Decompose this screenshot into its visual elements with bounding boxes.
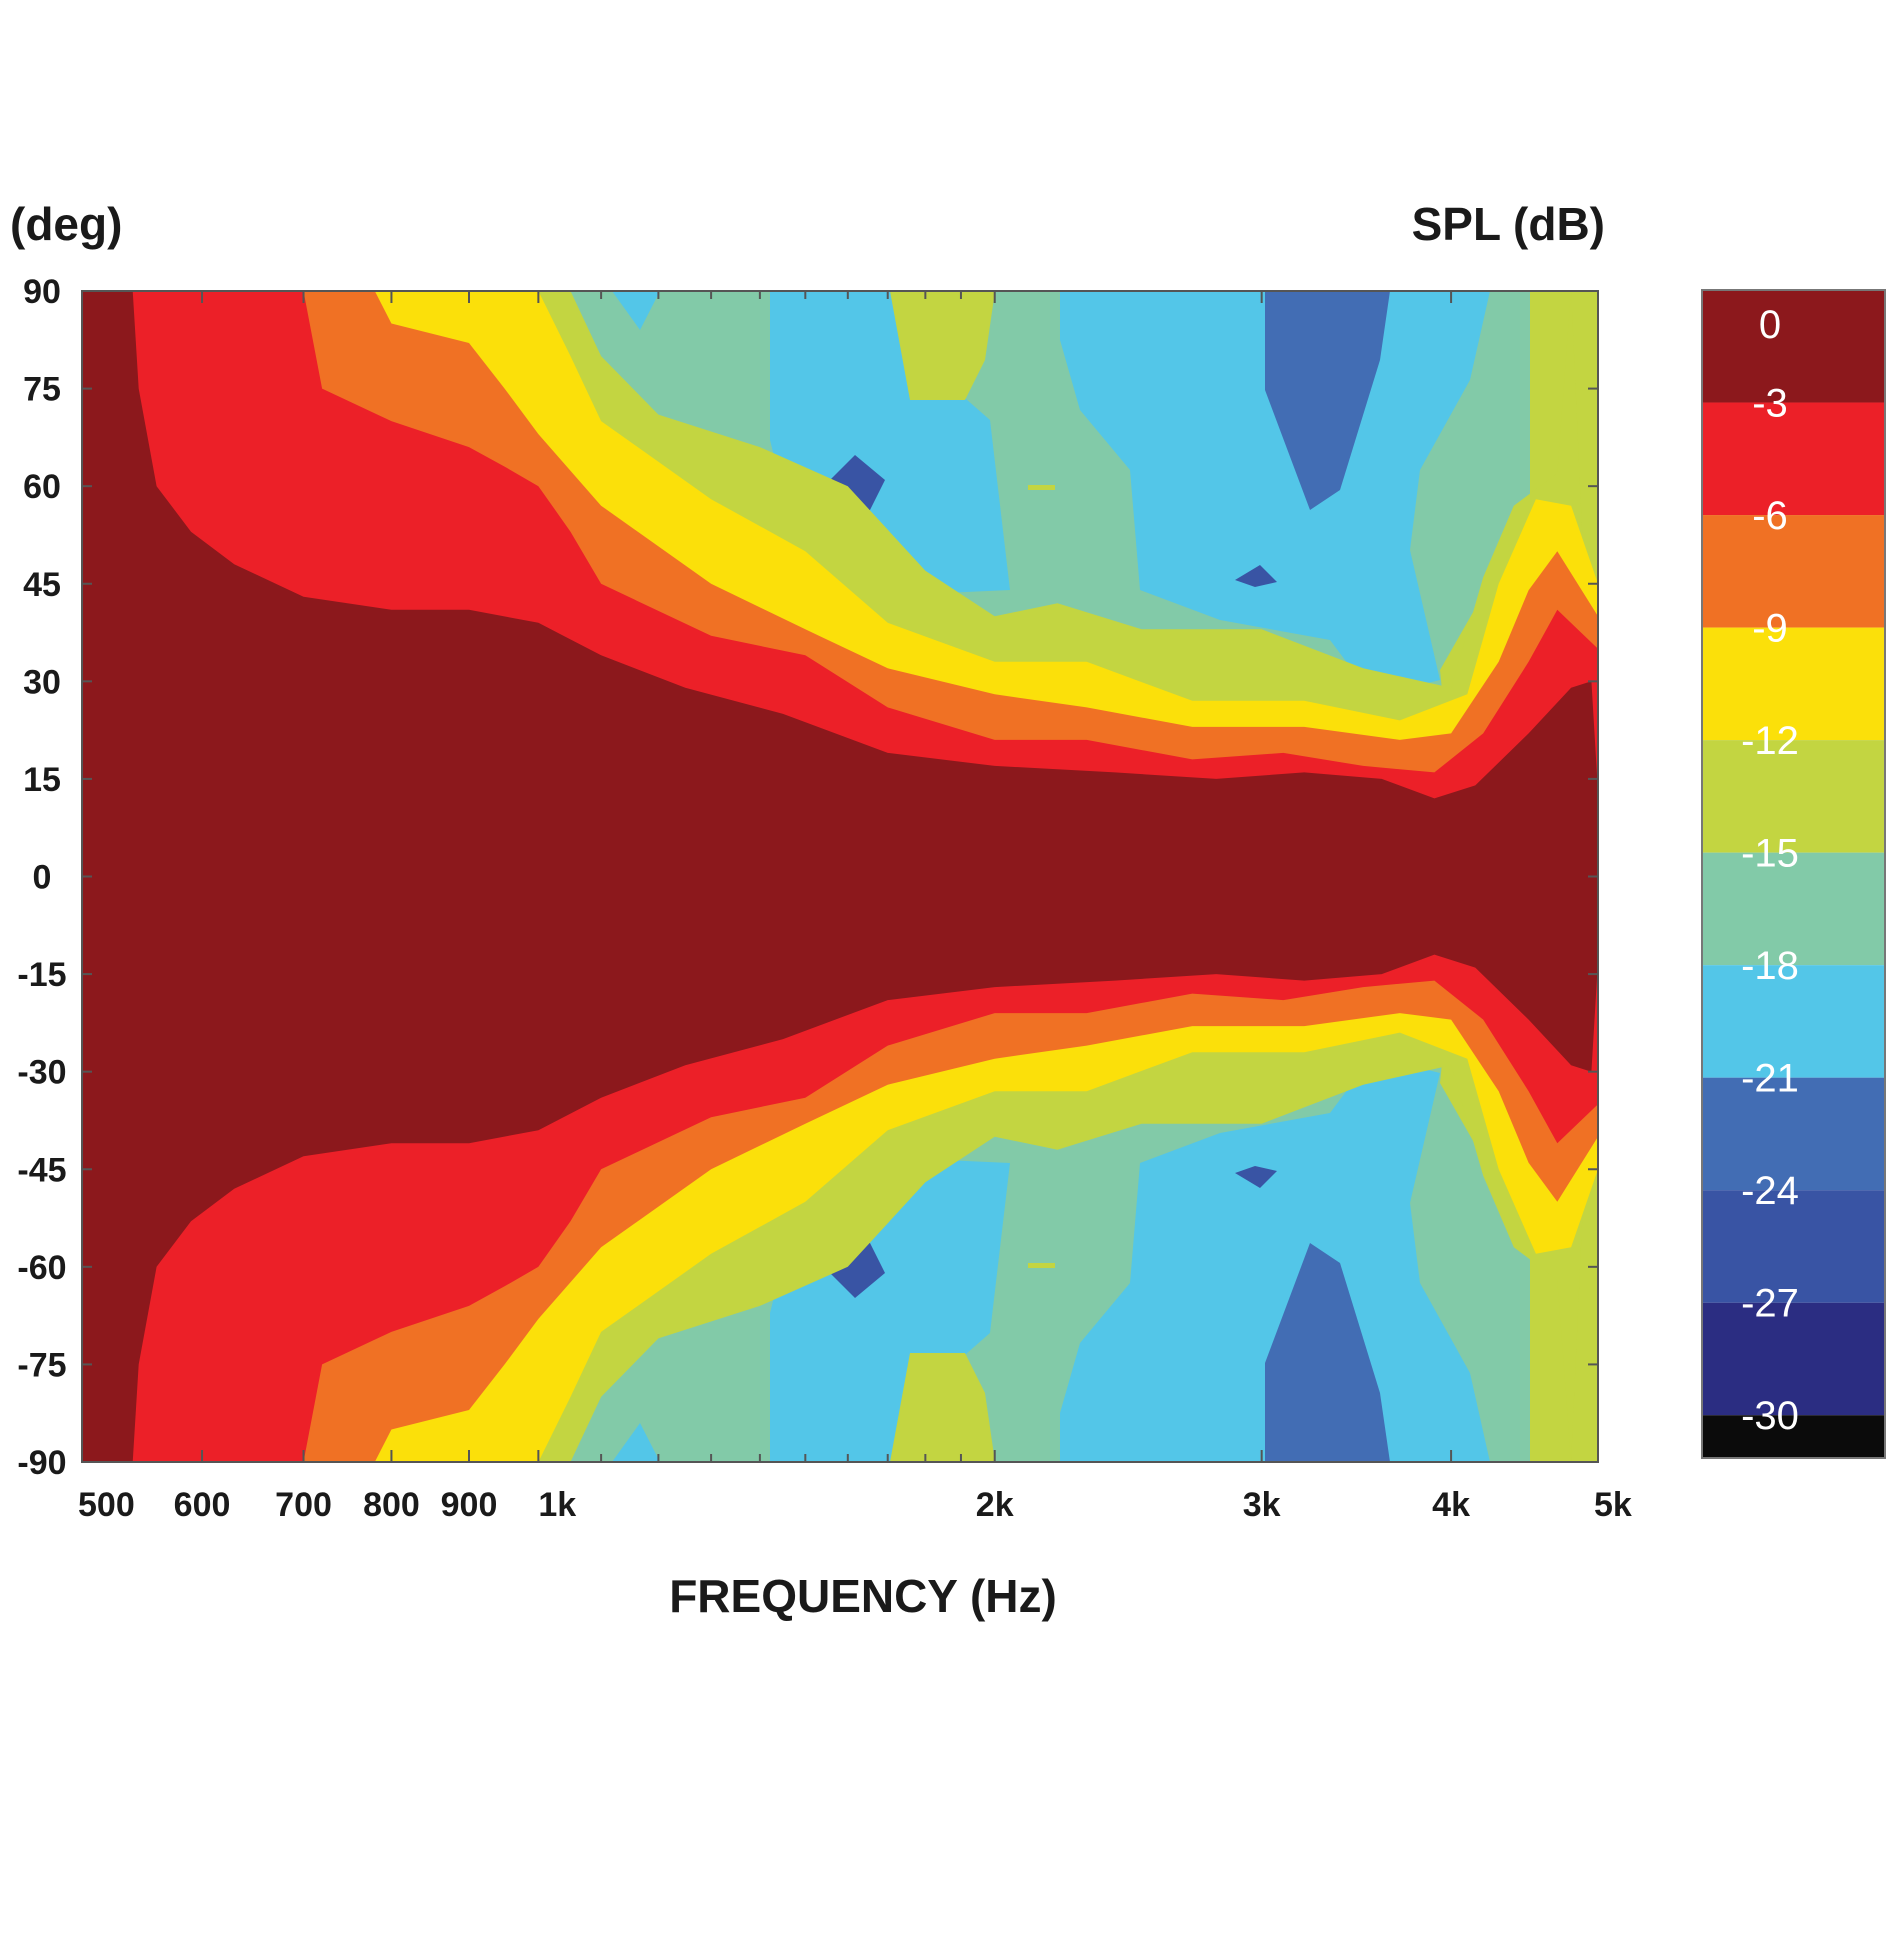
x-minor-ticks: [600, 291, 962, 1462]
y-tick-label: 75: [23, 371, 61, 409]
region-minus-18-bottom-c: [1060, 1063, 1490, 1462]
colorbar-swatch: [1702, 1077, 1885, 1191]
region-minus-18: [612, 291, 1490, 1462]
colorbar-label: -27: [1741, 1282, 1799, 1326]
x-tick-label: 2k: [976, 1486, 1014, 1524]
y-tick-label: -15: [17, 956, 66, 994]
x-tick-label: 3k: [1243, 1486, 1281, 1524]
x-axis: 500 600 700 800 900 1k 2k 3k 4k 5k: [78, 291, 1632, 1524]
colorbar-swatch: [1702, 1415, 1885, 1458]
y-tick-label: 90: [23, 273, 61, 311]
region-minus-18-top-a: [612, 291, 660, 330]
region-minus-12-island-bottom: [890, 1353, 995, 1462]
region-minus-21-top: [1265, 291, 1390, 510]
x-tick-label: 600: [174, 1486, 231, 1524]
colorbar-frame: [1701, 289, 1886, 1459]
y-tick-label: 0: [33, 859, 52, 897]
x-tick-label: 1k: [538, 1486, 576, 1524]
region-minus-12-islands: [890, 291, 1055, 1462]
x-axis-title: FREQUENCY (Hz): [669, 1570, 1057, 1622]
region-minus-12-dot-2: [1028, 1263, 1055, 1268]
colorbar-swatch: [1702, 965, 1885, 1078]
y-tick-label: -45: [17, 1151, 66, 1189]
colorbar-title: SPL (dB): [1412, 198, 1605, 250]
y-axis-title: (deg): [10, 198, 122, 250]
colorbar-swatch: [1702, 627, 1885, 741]
colorbar-label: -6: [1752, 494, 1788, 538]
colorbar-label: -15: [1741, 832, 1799, 876]
colorbar-label: -30: [1741, 1394, 1799, 1438]
colorbar-swatch: [1702, 1302, 1885, 1416]
colorbar: 0 -3 -6 -9 -12 -15 -18 -21 -24 -27 -30: [1702, 290, 1885, 1458]
y-tick-label: 60: [23, 468, 61, 506]
colorbar-label: -24: [1741, 1169, 1799, 1213]
beam-contours: [82, 291, 1598, 1462]
y-tick-label: -60: [17, 1249, 66, 1287]
x-tick-label: 900: [441, 1486, 498, 1524]
colorbar-label: -18: [1741, 944, 1799, 988]
y-tick-label: 30: [23, 663, 61, 701]
x-tick-label: 4k: [1432, 1486, 1470, 1524]
colorbar-swatch: [1702, 852, 1885, 966]
heatmap-plot-area: [82, 291, 1598, 1462]
x-tick-label: 800: [363, 1486, 420, 1524]
x-tick-label: 700: [275, 1486, 332, 1524]
colorbar-label: -21: [1741, 1057, 1799, 1101]
colorbar-label: 0: [1759, 303, 1781, 347]
x-tick-label: 500: [78, 1486, 135, 1524]
region-minus-21-spot-6: [1235, 1166, 1277, 1188]
colorbar-swatch: [1702, 740, 1885, 853]
y-tick-label: -75: [17, 1346, 66, 1384]
region-minus-12-island-top: [890, 291, 995, 400]
y-axis: 90 75 60 45 30 15 0 -15 -30 -45 -60 -75 -90: [17, 273, 1598, 1482]
region-minus-21-bottom: [1265, 1243, 1390, 1462]
colorbar-label: -9: [1752, 607, 1788, 651]
colorbar-label: -3: [1752, 382, 1788, 426]
y-tick-label: 15: [23, 761, 61, 799]
colorbar-swatch: [1702, 402, 1885, 516]
region-minus-12-dot-1: [1028, 485, 1055, 490]
region-minus-18-bottom-a: [612, 1423, 660, 1462]
region-minus-21-spot-5: [1235, 565, 1277, 587]
colorbar-swatch: [1702, 1190, 1885, 1303]
colorbar-swatch: [1702, 515, 1885, 628]
colorbar-swatch: [1702, 290, 1885, 403]
region-minus-18-top-c: [1060, 291, 1490, 690]
colorbar-label: -12: [1741, 719, 1799, 763]
y-tick-label: 45: [23, 566, 61, 604]
x-tick-label: 5k: [1594, 1486, 1632, 1524]
y-tick-label: -90: [17, 1444, 66, 1482]
contour-band-0: [82, 291, 1598, 1462]
y-tick-label: -30: [17, 1054, 66, 1092]
